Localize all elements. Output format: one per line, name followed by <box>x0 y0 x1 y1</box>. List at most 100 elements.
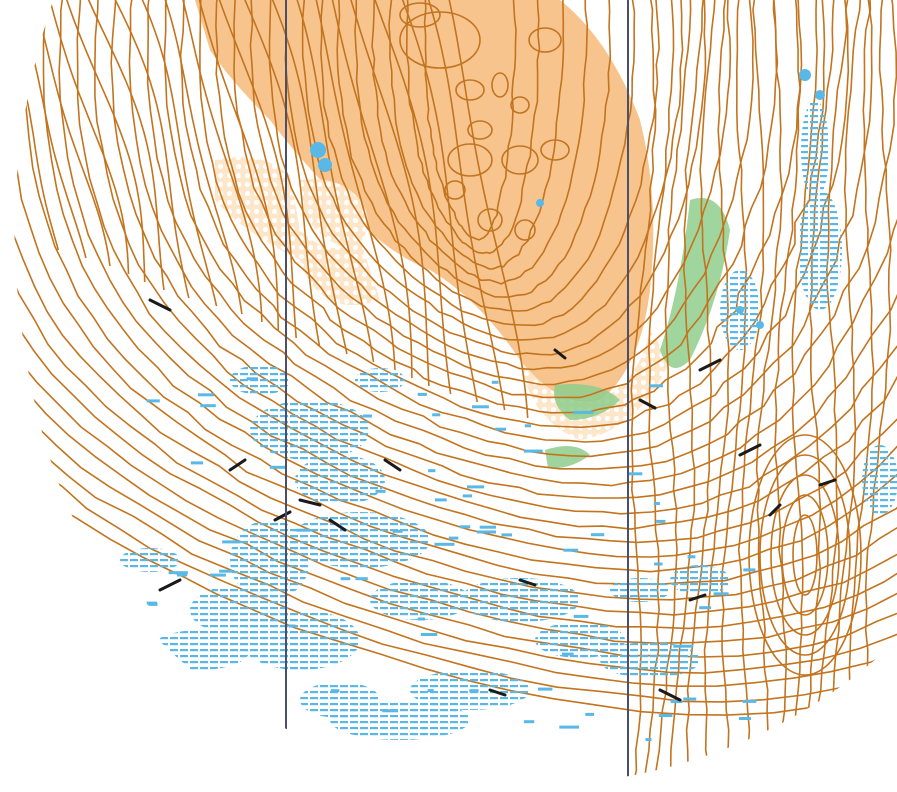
water-marsh-dash <box>563 548 579 552</box>
contour-line <box>293 0 375 363</box>
contour-line <box>320 0 660 327</box>
rock-cliff <box>148 298 172 312</box>
contour-line <box>14 0 60 251</box>
marsh-patch <box>535 622 625 658</box>
knoll <box>540 139 570 161</box>
contour-line <box>371 0 589 285</box>
contour-line <box>109 0 190 299</box>
water-marsh-dash <box>739 717 751 720</box>
contour-line <box>446 0 529 419</box>
water-marsh-dash <box>229 724 238 728</box>
water-marsh-dash <box>146 399 160 403</box>
water-marsh-dash <box>476 530 496 534</box>
contour-line <box>313 0 396 371</box>
water-marsh-dash <box>654 562 663 566</box>
contour-line <box>28 0 111 267</box>
contour-line <box>792 514 818 596</box>
water-marsh-dash <box>246 377 258 381</box>
water-marsh-dash <box>656 519 666 523</box>
water-marsh-dash <box>330 689 340 693</box>
marsh-patch <box>230 365 290 395</box>
water-marsh-dash <box>467 485 485 489</box>
water-marsh-dash <box>448 536 459 540</box>
contour-line <box>83 0 165 291</box>
marsh-patch <box>240 610 360 670</box>
rock-cliff <box>688 593 707 602</box>
water-marsh-dash <box>459 525 471 529</box>
water-marsh-dash <box>713 592 729 596</box>
contour-line <box>23 0 897 573</box>
rock-cliff <box>518 578 537 587</box>
water-marsh-dash <box>296 528 311 532</box>
water-hole <box>736 306 744 314</box>
contour-line <box>423 0 517 241</box>
water-marsh-dash <box>670 700 683 704</box>
marsh-patch <box>250 400 370 460</box>
water-marsh-dash <box>585 712 595 716</box>
water-marsh-dash <box>743 568 756 572</box>
rock-cliff <box>658 688 682 702</box>
knoll <box>455 79 485 101</box>
rock-cliff <box>383 458 402 472</box>
water-marsh-dash <box>222 540 241 544</box>
water-marsh-dash <box>699 606 711 610</box>
contour-line <box>161 0 243 315</box>
marsh-patch <box>798 190 842 310</box>
water-marsh-dash <box>168 571 188 575</box>
contour-line <box>76 0 897 530</box>
water-hole <box>318 158 332 172</box>
contour-line <box>388 0 565 270</box>
knoll <box>444 180 466 200</box>
water-marsh-dash <box>472 405 489 409</box>
contour-line <box>336 0 636 312</box>
water-marsh-dash <box>148 602 158 606</box>
contour-line <box>249 0 754 386</box>
water-marsh-dash <box>653 502 660 505</box>
contour-line <box>424 0 506 411</box>
contour-line <box>14 0 897 630</box>
contour-line <box>813 0 851 785</box>
water-marsh-dash <box>469 689 479 693</box>
rock-cliff <box>158 578 182 592</box>
knoll <box>399 2 441 28</box>
water-hole <box>536 199 544 207</box>
contour-line <box>284 0 707 356</box>
water-marsh-dash <box>573 410 594 414</box>
water-marsh-dash <box>210 573 226 577</box>
contour-line <box>14 0 897 674</box>
contour-line <box>14 0 897 703</box>
marsh-patch <box>370 580 470 620</box>
vegetation-strip <box>545 446 590 469</box>
water-marsh-dash <box>628 472 643 476</box>
marsh-patch <box>600 642 700 678</box>
contour-line <box>215 0 297 339</box>
water-marsh-dash <box>355 577 368 581</box>
water-marsh-dash <box>382 709 398 713</box>
rock-cliff <box>818 478 837 487</box>
marsh-patch <box>230 520 310 600</box>
water-marsh-dash <box>523 720 535 724</box>
rock-cliff <box>488 688 507 697</box>
open-land-dotted-area <box>215 157 380 305</box>
water-marsh-dash <box>200 404 216 408</box>
water-marsh-dash <box>159 672 177 676</box>
water-layer <box>146 69 825 741</box>
contour-line <box>354 0 612 298</box>
contour-line <box>14 0 897 687</box>
water-marsh-dash <box>742 699 757 703</box>
water-marsh-dash <box>562 652 574 656</box>
water-marsh-dash <box>491 380 499 384</box>
water-hole <box>756 321 764 329</box>
contour-line <box>748 434 862 676</box>
contour-line <box>770 474 840 636</box>
contour-line <box>848 0 875 785</box>
contour-line <box>755 0 783 785</box>
water-marsh-dash <box>427 689 434 693</box>
water-marsh-dash <box>177 573 188 577</box>
contour-line <box>370 0 452 395</box>
contour-line <box>14 0 897 585</box>
water-marsh-dash <box>673 644 694 648</box>
contour-line <box>405 0 541 254</box>
vegetation-strip <box>554 384 620 420</box>
water-marsh-dash <box>683 697 697 701</box>
